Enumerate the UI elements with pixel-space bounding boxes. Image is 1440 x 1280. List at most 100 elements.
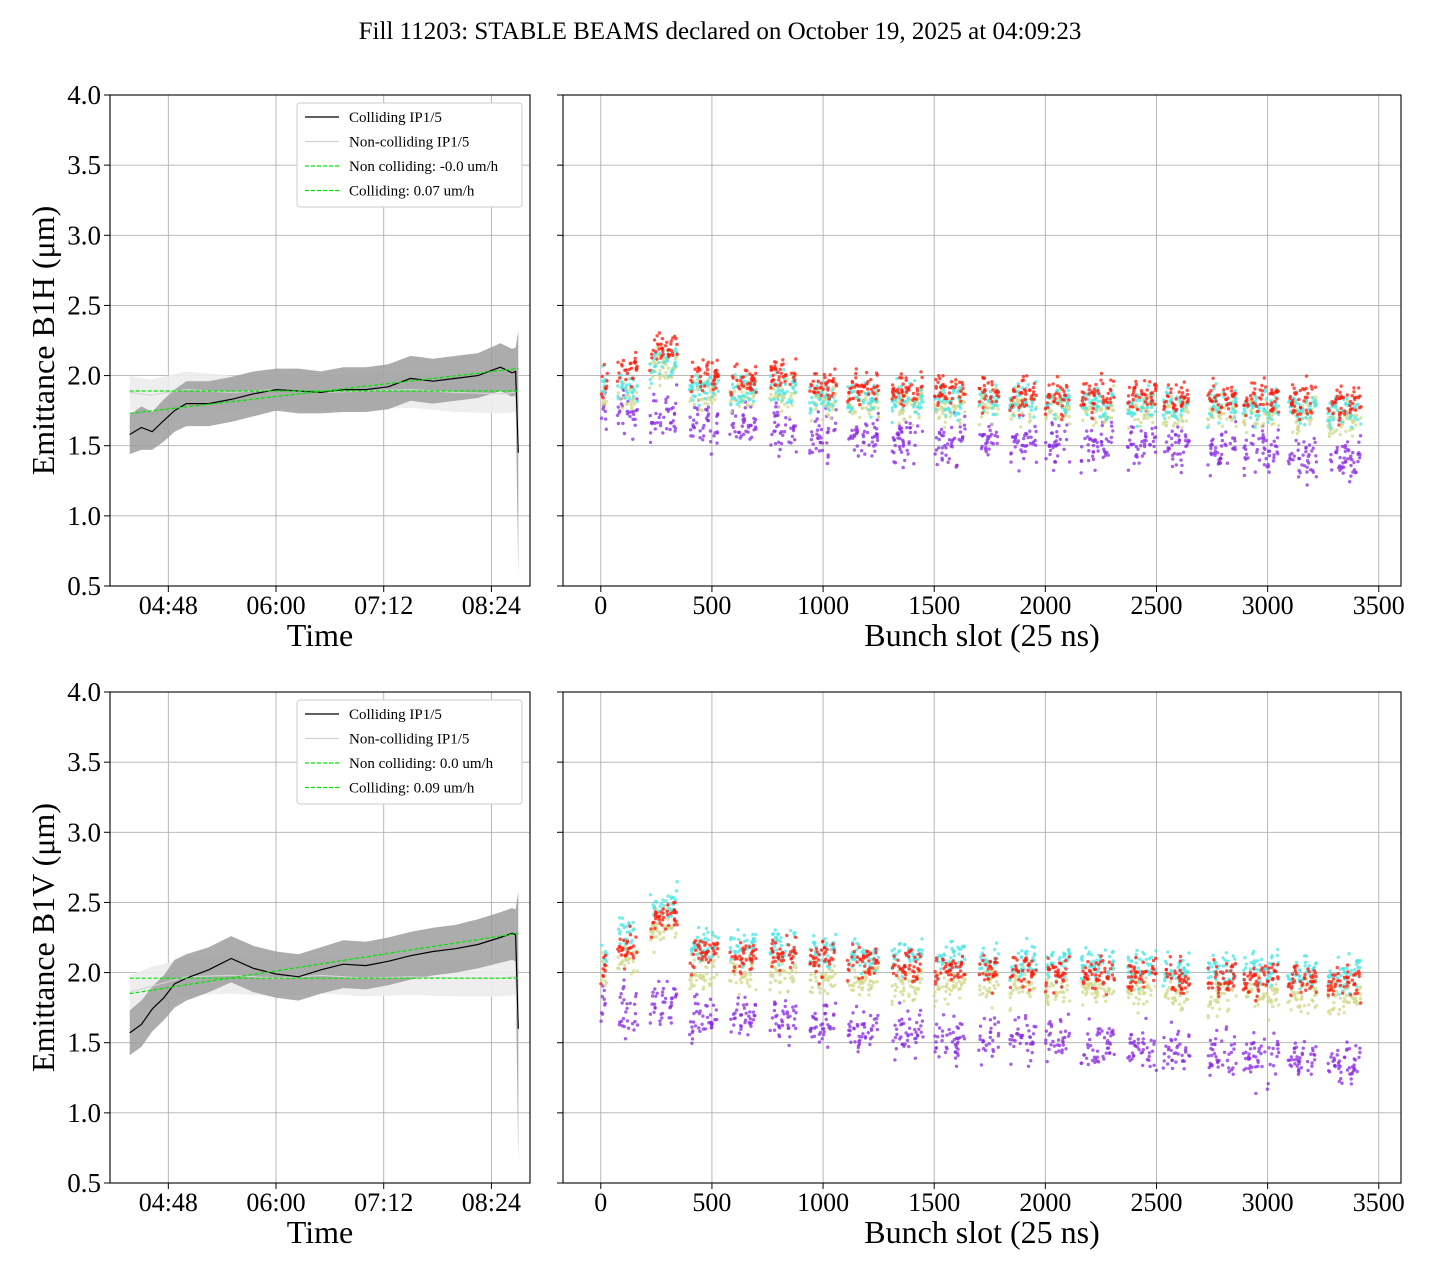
scatter-point-cyan	[1012, 414, 1016, 418]
scatter-point-khaki	[987, 986, 992, 990]
scatter-point-red	[962, 973, 966, 977]
scatter-point-purple	[1139, 444, 1143, 448]
scatter-point-purple	[701, 434, 706, 438]
scatter-point-purple	[864, 422, 868, 426]
scatter-point-red	[821, 939, 825, 943]
scatter-point-purple	[812, 1026, 817, 1030]
scatter-point-khaki	[674, 931, 678, 936]
scatter-point-khaki	[831, 975, 835, 979]
scatter-point-purple	[781, 1009, 785, 1013]
scatter-point-purple	[1109, 435, 1114, 440]
scatter-point-purple	[1051, 468, 1056, 473]
scatter-point-cyan	[1334, 404, 1338, 408]
scatter-point-khaki	[1094, 420, 1098, 425]
scatter-point-khaki	[918, 980, 922, 985]
scatter-point-purple	[625, 412, 630, 416]
scatter-point-red	[1055, 401, 1060, 406]
scatter-point-red	[906, 386, 911, 391]
scatter-point-purple	[663, 1000, 667, 1004]
scatter-point-purple	[1219, 433, 1224, 437]
scatter-point-purple	[1065, 423, 1069, 427]
scatter-point-cyan	[1020, 955, 1024, 960]
scatter-point-cyan	[906, 946, 911, 950]
scatter-point-khaki	[984, 403, 988, 407]
scatter-point-red	[1153, 402, 1157, 406]
scatter-point-red	[892, 954, 896, 958]
scatter-point-purple	[652, 1010, 656, 1014]
legend-label: Non-colliding IP1/5	[349, 135, 469, 151]
scatter-point-purple	[651, 990, 655, 994]
scatter-point-red	[872, 385, 876, 390]
scatter-point-red	[1023, 397, 1027, 402]
scatter-point-red	[900, 967, 905, 971]
scatter-point-red	[634, 350, 638, 355]
scatter-point-purple	[1266, 462, 1270, 467]
x-tick-label: 07:12	[354, 591, 413, 620]
scatter-point-red	[1340, 395, 1344, 400]
scatter-point-purple	[1173, 432, 1178, 437]
scatter-point-purple	[622, 1024, 626, 1029]
scatter-point-khaki	[635, 969, 639, 973]
scatter-point-red	[698, 947, 702, 951]
scatter-point-khaki	[908, 415, 912, 419]
scatter-point-red	[1126, 394, 1131, 398]
scatter-point-cyan	[1263, 389, 1268, 393]
scatter-point-purple	[742, 1006, 747, 1010]
scatter-point-khaki	[745, 978, 750, 982]
scatter-point-red	[850, 380, 855, 385]
scatter-point-cyan	[792, 932, 796, 936]
scatter-point-purple	[945, 1033, 949, 1037]
scatter-point-red	[986, 977, 990, 981]
scatter-point-cyan	[1029, 408, 1034, 412]
scatter-point-khaki	[750, 402, 755, 407]
scatter-point-purple	[1223, 442, 1227, 446]
scatter-point-cyan	[957, 952, 961, 956]
scatter-point-purple	[658, 1022, 662, 1026]
scatter-point-cyan	[815, 393, 819, 398]
scatter-point-cyan	[704, 926, 709, 931]
scatter-point-red	[691, 964, 695, 968]
scatter-point-khaki	[829, 983, 833, 987]
scatter-point-khaki	[1019, 425, 1023, 429]
scatter-point-red	[1134, 379, 1138, 384]
scatter-point-purple	[698, 429, 702, 433]
scatter-point-red	[823, 959, 827, 963]
scatter-point-red	[1353, 408, 1358, 412]
scatter-point-khaki	[897, 976, 901, 981]
scatter-point-khaki	[961, 978, 966, 982]
scatter-point-cyan	[1130, 402, 1134, 406]
scatter-point-purple	[1028, 429, 1032, 433]
scatter-point-purple	[1276, 428, 1281, 432]
scatter-point-cyan	[1344, 402, 1349, 406]
scatter-point-khaki	[899, 990, 903, 994]
scatter-point-red	[898, 376, 902, 380]
scatter-point-red	[601, 396, 605, 400]
scatter-point-purple	[751, 1010, 756, 1014]
scatter-point-cyan	[774, 948, 779, 952]
y-axis-label: Emittance B1V (μm)	[25, 803, 61, 1072]
scatter-point-purple	[988, 1018, 993, 1022]
scatter-point-red	[739, 972, 743, 976]
scatter-point-red	[823, 950, 828, 954]
scatter-point-khaki	[1276, 423, 1281, 428]
figure-title: Fill 11203: STABLE BEAMS declared on Oct…	[358, 18, 1082, 45]
scatter-point-purple	[743, 406, 747, 410]
scatter-point-red	[871, 966, 875, 970]
scatter-point-purple	[1261, 433, 1265, 437]
scatter-point-purple	[631, 412, 636, 417]
scatter-point-purple	[1173, 440, 1178, 445]
scatter-point-red	[986, 967, 990, 971]
scatter-point-khaki	[1139, 420, 1143, 425]
scatter-point-purple	[909, 1032, 914, 1037]
scatter-point-red	[1150, 398, 1154, 403]
scatter-point-purple	[1183, 439, 1188, 443]
scatter-point-red	[788, 950, 793, 954]
scatter-point-cyan	[949, 956, 953, 960]
scatter-point-purple	[712, 434, 716, 438]
scatter-point-purple	[1009, 451, 1013, 455]
scatter-point-khaki	[1068, 422, 1072, 426]
scatter-point-khaki	[778, 990, 782, 995]
scatter-point-khaki	[875, 980, 879, 984]
scatter-point-red	[1298, 405, 1303, 410]
scatter-point-red	[672, 923, 676, 927]
